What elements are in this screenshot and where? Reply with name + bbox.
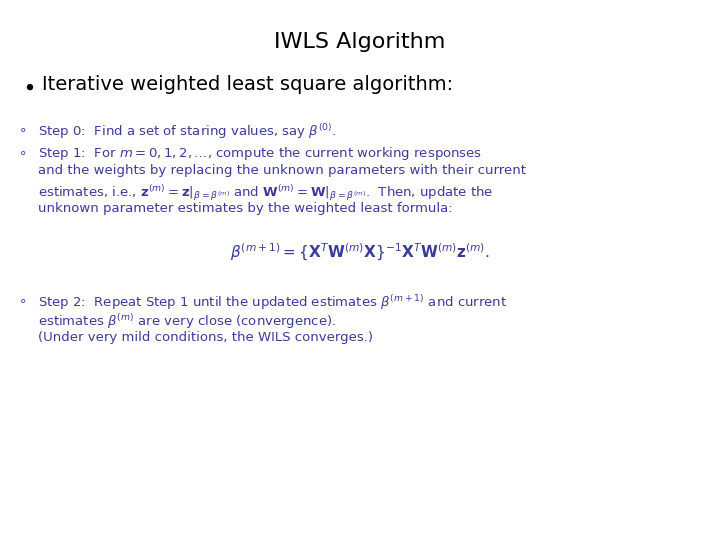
Text: $\beta^{(m+1)} = \{\mathbf{X}^T\mathbf{W}^{(m)}\mathbf{X}\}^{-1}\mathbf{X}^T\mat: $\beta^{(m+1)} = \{\mathbf{X}^T\mathbf{W…: [230, 242, 490, 263]
Text: $\bullet$: $\bullet$: [22, 77, 35, 97]
Text: Iterative weighted least square algorithm:: Iterative weighted least square algorith…: [42, 75, 453, 94]
Text: Step 0:  Find a set of staring values, say $\beta^{(0)}$.: Step 0: Find a set of staring values, sa…: [38, 122, 336, 141]
Text: Step 1:  For $m = 0, 1, 2, \ldots$, compute the current working responses: Step 1: For $m = 0, 1, 2, \ldots$, compu…: [38, 145, 482, 162]
Text: estimates, i.e., $\mathbf{z}^{(m)} = \mathbf{z}|_{\beta=\beta^{(m)}}$ and $\math: estimates, i.e., $\mathbf{z}^{(m)} = \ma…: [38, 183, 493, 203]
Text: (Under very mild conditions, the WILS converges.): (Under very mild conditions, the WILS co…: [38, 331, 373, 344]
Text: $\circ$: $\circ$: [18, 293, 26, 306]
Text: $\circ$: $\circ$: [18, 145, 26, 158]
Text: IWLS Algorithm: IWLS Algorithm: [274, 32, 446, 52]
Text: $\circ$: $\circ$: [18, 122, 26, 135]
Text: estimates $\beta^{(m)}$ are very close (convergence).: estimates $\beta^{(m)}$ are very close (…: [38, 312, 336, 331]
Text: and the weights by replacing the unknown parameters with their current: and the weights by replacing the unknown…: [38, 164, 526, 177]
Text: Step 2:  Repeat Step 1 until the updated estimates $\beta^{(m+1)}$ and current: Step 2: Repeat Step 1 until the updated …: [38, 293, 507, 312]
Text: unknown parameter estimates by the weighted least formula:: unknown parameter estimates by the weigh…: [38, 202, 453, 215]
